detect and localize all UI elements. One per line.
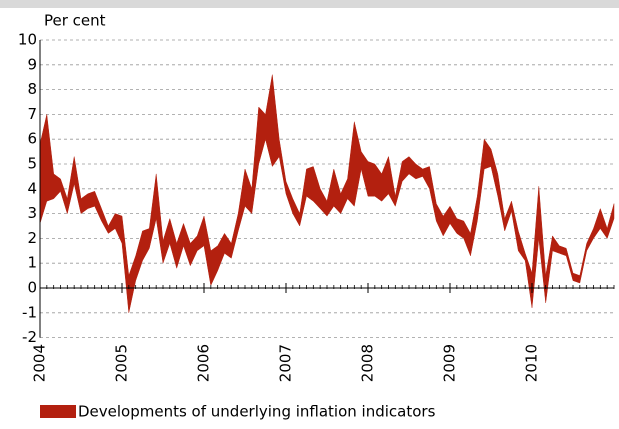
top-strip: [0, 0, 619, 8]
y-tick-label: -2: [22, 328, 37, 346]
y-tick-label: 1: [27, 254, 37, 272]
y-tick-label: 9: [27, 55, 37, 73]
y-tick-label: 2: [27, 229, 37, 247]
y-tick-label: 6: [27, 130, 37, 148]
x-tick-label: 2004: [31, 344, 49, 382]
x-tick-label: 2010: [523, 344, 541, 382]
x-tick-label: 2006: [195, 344, 213, 382]
legend-swatch: [40, 405, 76, 418]
y-tick-label: -1: [22, 303, 37, 321]
y-tick-label: 8: [27, 80, 37, 98]
x-tick-label: 2009: [441, 344, 459, 382]
y-tick-label: 4: [27, 179, 37, 197]
legend-label: Developments of underlying inflation ind…: [78, 403, 436, 421]
range-band: [39, 74, 615, 313]
x-tick-label: 2008: [359, 344, 377, 382]
y-axis-label: Per cent: [44, 12, 106, 30]
y-tick-label: 0: [27, 279, 37, 297]
x-tick-label: 2007: [277, 344, 295, 382]
y-tick-label: 3: [27, 204, 37, 222]
y-tick-label: 5: [27, 155, 37, 173]
y-tick-label: 10: [18, 31, 37, 49]
x-tick-label: 2005: [113, 344, 131, 382]
y-tick-label: 7: [27, 105, 37, 123]
